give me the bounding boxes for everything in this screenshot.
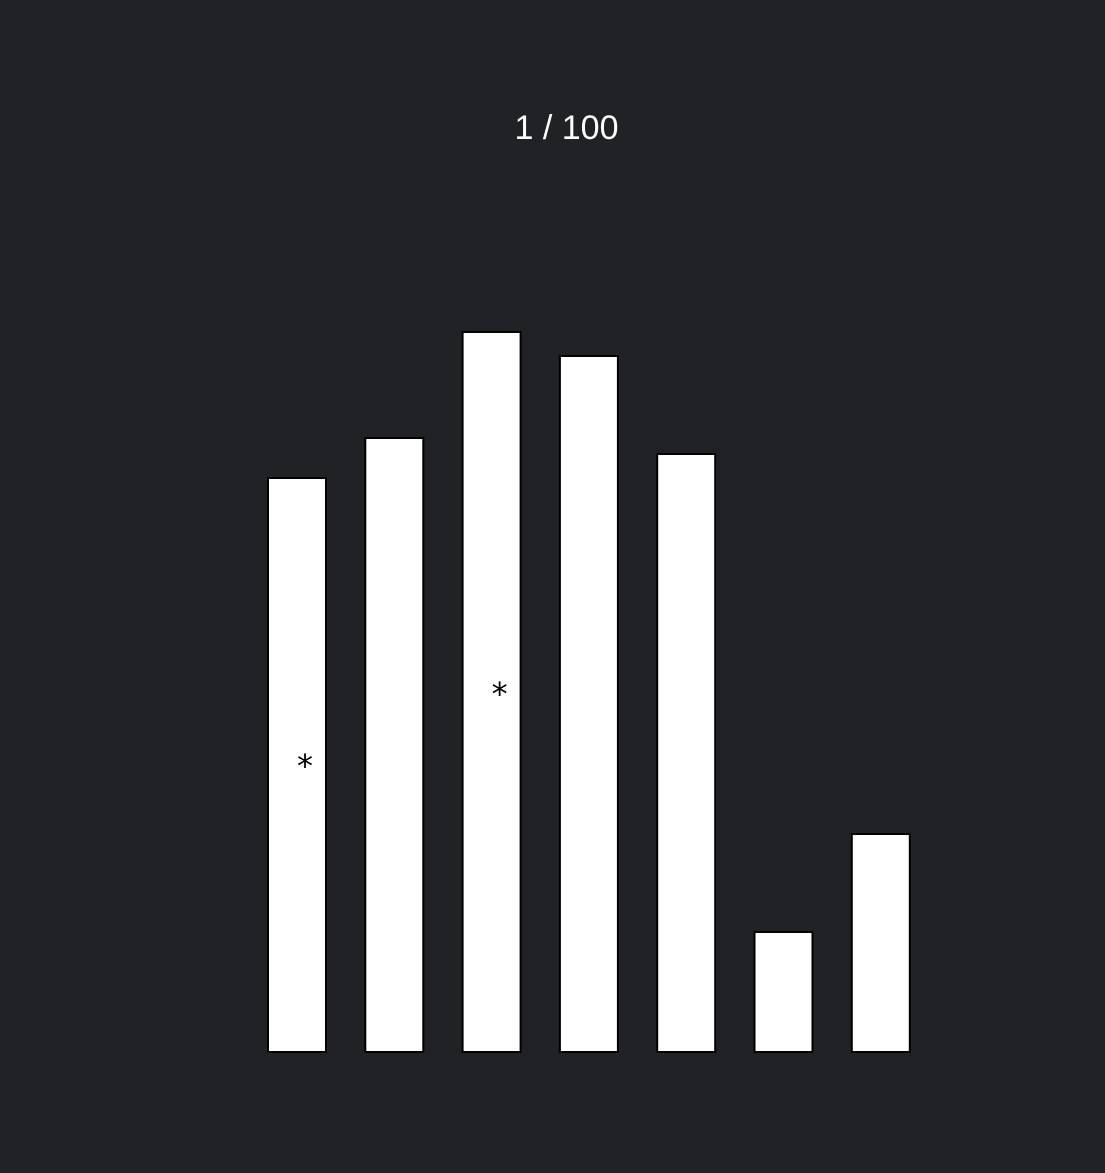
bars-layer — [267, 331, 911, 1053]
bar-1 — [267, 477, 327, 1053]
bar-marker-1: * — [297, 747, 313, 785]
bar-5 — [656, 453, 717, 1053]
bar-4 — [558, 355, 619, 1053]
trial-counter: 1 / 100 — [514, 109, 619, 147]
bar-2 — [364, 437, 425, 1053]
bar-7 — [850, 833, 911, 1053]
bar-marker-3: * — [492, 675, 508, 713]
bar-6 — [753, 931, 814, 1053]
bar-3 — [461, 331, 522, 1053]
marks-layer: ** — [297, 675, 508, 785]
